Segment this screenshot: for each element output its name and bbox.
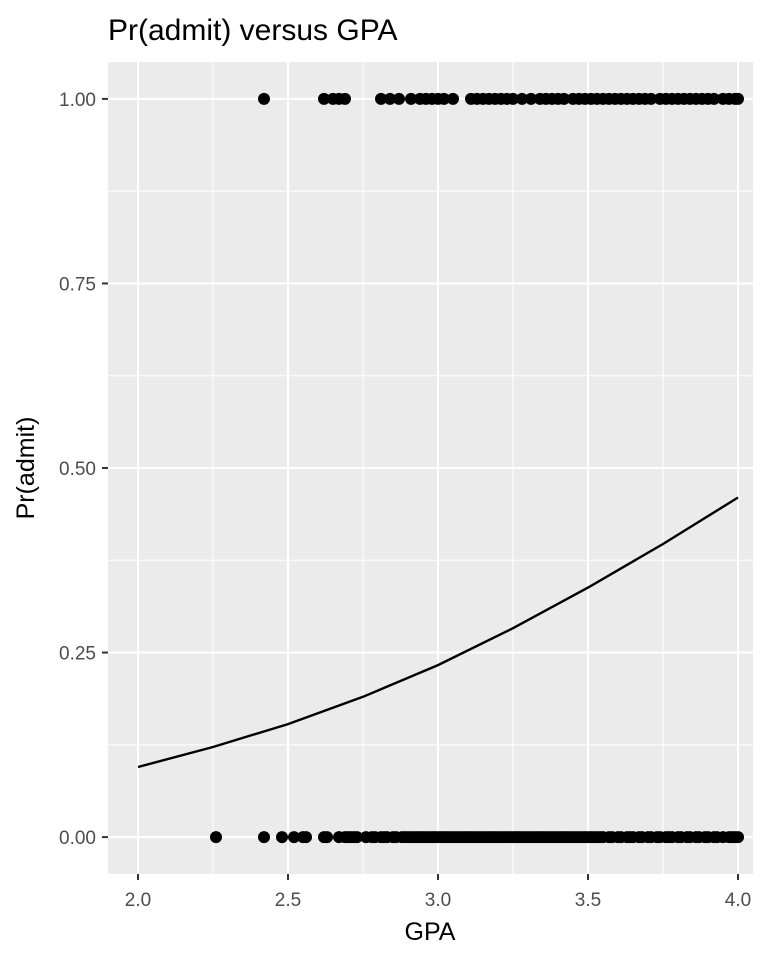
x-tick-label: 3.5 [575, 890, 601, 911]
data-point [258, 92, 270, 105]
data-point [210, 831, 222, 844]
y-tick-label: 0.25 [59, 644, 96, 665]
data-point [375, 92, 387, 105]
data-point [300, 831, 312, 844]
data-point [516, 92, 528, 105]
data-point [645, 92, 657, 105]
x-axis-title: GPA [405, 918, 456, 946]
x-tick-label: 3.0 [425, 890, 451, 911]
data-point [507, 92, 519, 105]
fitted-curve [137, 496, 739, 769]
data-point [384, 92, 396, 105]
y-tick-label: 0.00 [59, 828, 96, 849]
data-point [339, 92, 351, 105]
y-tick-label: 0.50 [59, 459, 96, 480]
data-point [321, 831, 333, 844]
x-tick-label: 2.5 [275, 890, 301, 911]
data-point [447, 92, 459, 105]
data-point [405, 92, 417, 105]
data-point [276, 831, 288, 844]
chart-title: Pr(admit) versus GPA [108, 14, 398, 47]
y-axis: 0.00 0.25 0.50 0.75 1.00 [59, 90, 108, 849]
y-tick-label: 1.00 [59, 90, 96, 111]
data-point [525, 92, 537, 105]
data-point [732, 92, 744, 105]
curve-layer [137, 496, 739, 769]
x-axis: 2.0 2.5 3.0 3.5 4.0 [125, 874, 751, 911]
grid [108, 62, 753, 874]
points-layer [210, 92, 744, 844]
y-axis-title: Pr(admit) [12, 417, 40, 520]
y-tick-label: 0.75 [59, 274, 96, 295]
data-point [351, 831, 363, 844]
data-point [288, 831, 300, 844]
data-point [258, 831, 270, 844]
data-point [438, 92, 450, 105]
data-point [318, 92, 330, 105]
data-point [732, 831, 744, 844]
x-tick-label: 4.0 [725, 890, 751, 911]
data-point [708, 92, 720, 105]
data-point [393, 92, 405, 105]
x-tick-label: 2.0 [125, 890, 151, 911]
data-point [558, 92, 570, 105]
